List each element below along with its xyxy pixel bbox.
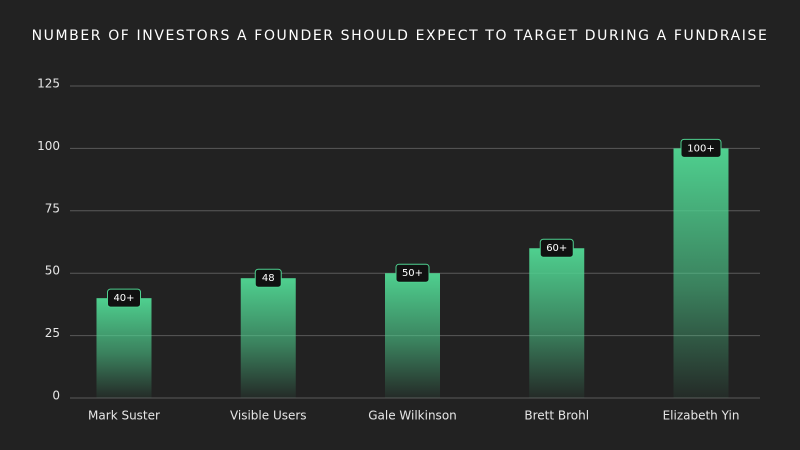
value-label: 60+ xyxy=(546,243,567,254)
chart-title: NUMBER OF INVESTORS A FOUNDER SHOULD EXP… xyxy=(32,28,769,44)
bar xyxy=(96,298,152,398)
bar xyxy=(529,248,585,398)
value-label-box xyxy=(107,288,141,308)
x-tick-label: Visible Users xyxy=(230,409,307,423)
bar xyxy=(385,273,440,398)
y-tick-label: 50 xyxy=(45,264,60,278)
y-tick-label: 25 xyxy=(45,326,60,340)
value-label: 50+ xyxy=(402,268,423,279)
value-label-box xyxy=(539,238,574,258)
value-label-box xyxy=(680,138,722,158)
value-label: 40+ xyxy=(113,293,134,304)
value-label: 48 xyxy=(262,273,275,284)
y-tick-label: 75 xyxy=(45,201,60,215)
x-tick-label: Elizabeth Yin xyxy=(663,409,740,423)
y-tick-label: 100 xyxy=(37,139,60,153)
x-tick-label: Brett Brohl xyxy=(524,409,589,423)
y-tick-label: 125 xyxy=(37,77,60,91)
value-label-box xyxy=(254,268,282,288)
x-tick-label: Gale Wilkinson xyxy=(368,409,457,423)
y-tick-label: 0 xyxy=(52,389,60,403)
x-tick-label: Mark Suster xyxy=(88,409,160,423)
bar xyxy=(673,148,729,398)
value-label-box xyxy=(395,263,430,283)
bar xyxy=(240,278,296,398)
value-label: 100+ xyxy=(687,143,714,154)
